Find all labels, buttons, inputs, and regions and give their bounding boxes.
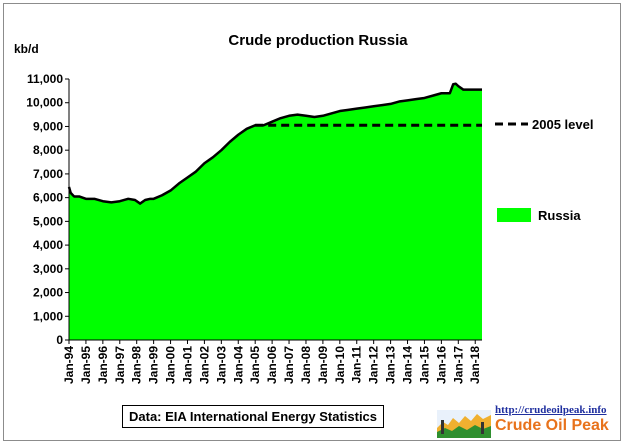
x-tick-label: Jan-06 [265,346,279,384]
x-tick-label: Jan-97 [113,346,127,384]
x-tick-label: Jan-11 [350,346,364,384]
x-tick-label: Jan-15 [418,346,432,384]
y-axis-unit-label: kb/d [14,42,39,56]
y-tick-label: 11,000 [27,72,63,86]
data-source-note: Data: EIA International Energy Statistic… [122,405,385,428]
y-tick-label: 10,000 [26,96,63,110]
x-tick-label: Jan-10 [333,346,347,384]
legend-label-2005-level: 2005 level [532,117,593,132]
site-logo[interactable]: http://crudeoilpeak.info Crude Oil Peak [437,404,617,438]
y-tick-label: 7,000 [33,167,63,181]
series-outline-russia [67,82,482,205]
x-tick-label: Jan-12 [367,346,381,384]
legend-label-russia: Russia [538,208,581,223]
x-tick-label: Jan-08 [299,346,313,384]
x-tick-label: Jan-13 [384,346,398,384]
chart-title: Crude production Russia [228,32,408,49]
x-tick-label: Jan-94 [62,346,76,384]
area-layer [67,82,482,340]
y-tick-label: 2,000 [33,286,63,300]
y-tick-label: 3,000 [33,262,63,276]
y-tick-label: 5,000 [33,214,63,228]
axes: 0 1,000 2,000 3,000 4,000 5,000 6,000 7,000 8,00… [26,72,482,384]
y-tick-label: 4,000 [33,238,63,252]
x-tick-label: Jan-16 [434,346,448,384]
area-series-russia [69,83,482,340]
x-tick-label: Jan-18 [468,346,482,384]
legend: 2005 level Russia [495,117,593,223]
x-tick-label: Jan-09 [316,346,330,384]
x-tick-label: Jan-03 [214,346,228,384]
y-tick-label: 8,000 [33,143,63,157]
x-tick-label: Jan-02 [197,346,211,384]
y-tick-label: 1,000 [33,309,63,323]
legend-marker-russia [497,208,531,222]
x-tick-label: Jan-01 [181,346,195,384]
x-tick-label: Jan-05 [248,346,262,384]
logo-oil-graphic-icon [437,410,491,438]
logo-url-link[interactable]: http://crudeoilpeak.info [495,404,607,416]
x-tick-label: Jan-00 [164,346,178,384]
x-tick-label: Jan-04 [231,346,245,384]
x-tick-label: Jan-96 [96,346,110,384]
x-tick-label: Jan-98 [130,346,144,384]
x-tick-label: Jan-99 [147,346,161,384]
y-tick-label: 6,000 [33,191,63,205]
x-tick-label: Jan-95 [79,346,93,384]
y-tick-label: 0 [56,333,63,347]
x-tick-label: Jan-14 [401,346,415,384]
x-tick-label: Jan-07 [282,346,296,384]
x-tick-label: Jan-17 [451,346,465,384]
logo-name: Crude Oil Peak [495,417,609,434]
y-tick-label: 9,000 [33,119,63,133]
